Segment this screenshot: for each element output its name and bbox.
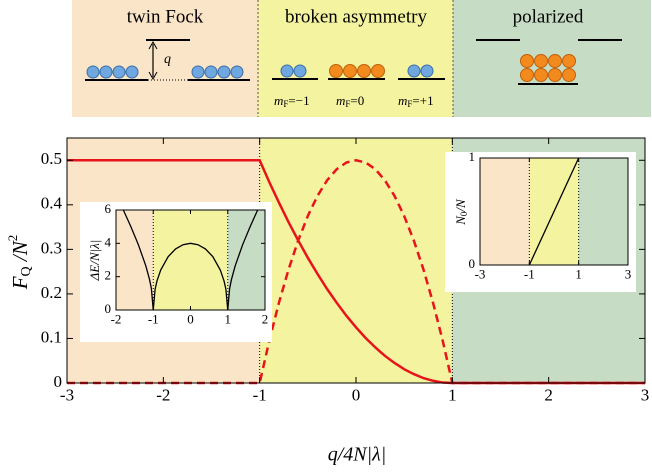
x-tick-label: -2 [156,386,170,405]
y-tick-label: 0.1 [41,327,62,346]
arrow-heads [148,40,158,81]
data-line [122,209,154,311]
y-tick-label: 0.4 [41,194,63,213]
x-tick-label: -1 [524,266,535,281]
region [578,158,628,265]
plot-frame [479,157,629,266]
levels [85,39,622,85]
level-label: mF=+1 [398,93,434,109]
region [153,210,228,310]
data-line [67,159,645,385]
level-label: mF=0 [336,93,364,109]
y-tick-label: 0.2 [41,283,62,302]
x-tick-label: 1 [575,266,582,281]
y-axis-label: N0/N [453,198,469,226]
phase-diagram: twin Fock broken asymmetry polarized q m… [72,0,651,117]
x-tick-label: -1 [253,386,267,405]
y-tick-label: 0 [54,372,63,391]
y-axis-label: FQ /N2 [5,235,34,291]
y-tick-label: 6 [105,201,112,216]
x-tick-label: 2 [262,311,269,326]
plot: -2 -1 0 1 2 0 2 4 6 [105,201,269,326]
y-tick-label: 0.3 [41,238,62,257]
level-label: mF=−1 [274,93,310,109]
inset-chart: -2 -1 0 1 2 0 2 4 6 ΔE/N|λ| [80,201,272,342]
plot: -3 -1 1 3 0 1 [469,149,632,281]
y-tick-label: 0 [469,256,476,271]
x-tick-label: -3 [475,266,486,281]
x-tick-label: -3 [60,386,74,405]
y-tick-label: 2 [105,268,112,283]
orange-atoms [329,54,576,82]
region [480,158,530,265]
data-line [67,158,645,385]
x-tick-label: 3 [641,386,650,405]
y-tick-label: 0.5 [41,149,62,168]
phase-box [72,0,258,117]
region [116,210,154,310]
x-tick-label: -2 [111,311,122,326]
y-tick-label: 4 [105,234,112,249]
data-line [528,157,580,266]
inset-chart: -3 -1 1 3 0 1 N0/N [445,149,636,292]
y-axis-label: ΔE/N|λ| [87,240,102,282]
x-tick-label: 3 [625,266,632,281]
x-tick-label: 0 [187,311,194,326]
region [259,138,453,383]
x-tick-label: 1 [448,386,457,405]
phase-label: broken asymmetry [285,6,427,27]
region [227,210,265,310]
x-tick-label: 0 [352,386,361,405]
blue-atoms [86,64,434,79]
data-line [152,242,229,311]
x-tick-label: 1 [225,311,232,326]
x-tick-label: 2 [544,386,553,405]
phase-box [258,0,453,117]
y-tick-label: 0 [105,301,112,316]
data-line [227,209,259,311]
phase-label: polarized [513,6,584,27]
y-tick-label: 1 [469,149,476,164]
x-tick-label: -1 [148,311,159,326]
gap-label: q [164,52,171,67]
x-axis-label: q/4N|λ| [328,444,387,466]
phase-label: twin Fock [127,6,204,27]
